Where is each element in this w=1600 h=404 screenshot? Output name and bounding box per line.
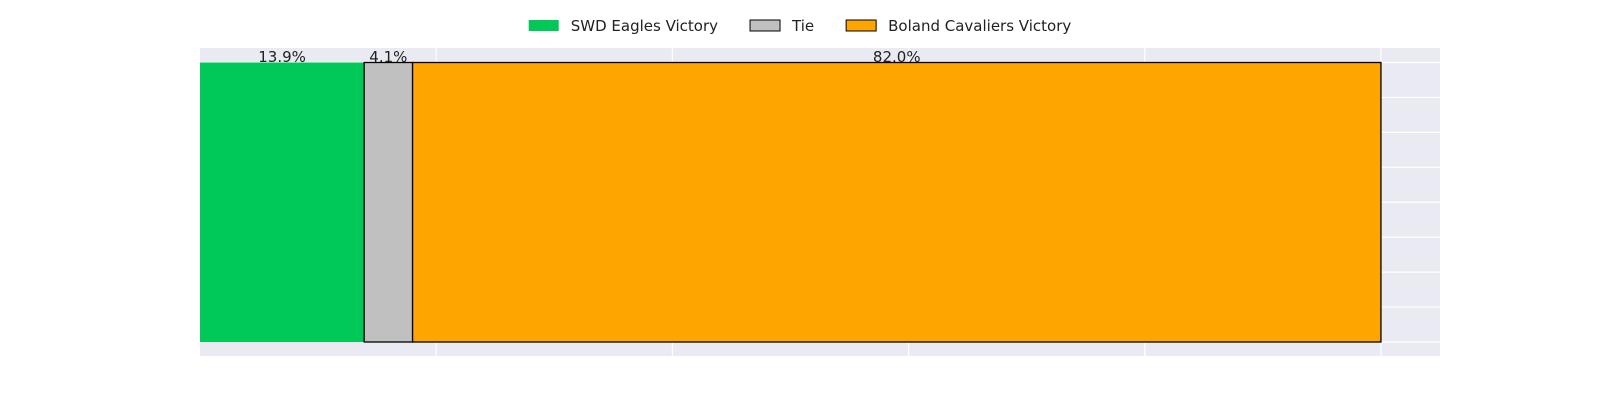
legend-patch-2: [845, 19, 877, 32]
bar-segment-2: [411, 61, 1382, 343]
legend-label-0: SWD Eagles Victory: [571, 17, 718, 35]
data-labels: 13.9% 4.1% 82.0%: [258, 48, 920, 66]
data-label-0: 13.9%: [258, 48, 306, 66]
legend-patch-1: [749, 19, 781, 32]
legend-patch-0: [528, 20, 559, 31]
data-label-2: 82.0%: [873, 48, 921, 66]
bar-segment-1: [363, 61, 414, 343]
bars: [200, 61, 1382, 343]
legend-label-2: Boland Cavaliers Victory: [888, 17, 1071, 35]
bar-segment-0: [200, 62, 365, 342]
legend-label-1: Tie: [791, 17, 814, 35]
legend: SWD Eagles Victory Tie Boland Cavaliers Vi…: [528, 17, 1071, 35]
data-label-1: 4.1%: [369, 48, 407, 66]
